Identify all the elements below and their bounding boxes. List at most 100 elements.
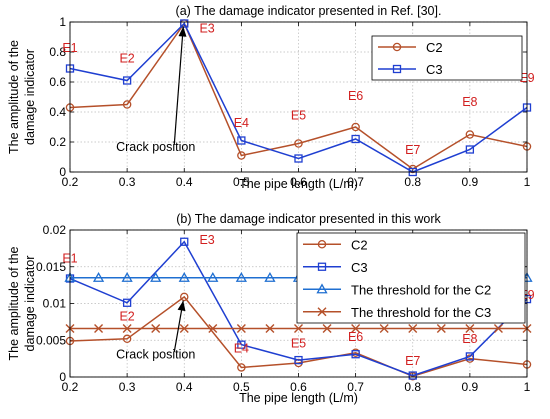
series-the-threshold-for-the-c3 [65, 323, 532, 333]
x-tick-label: 0.7 [347, 380, 364, 394]
legend-entry: C3 [378, 62, 443, 77]
marker-x-stroke [322, 323, 332, 333]
marker-triangle [150, 271, 162, 282]
marker-circle [237, 363, 246, 372]
x-tick-label: 0.2 [62, 175, 79, 189]
x-tick-label: 0.6 [290, 175, 307, 189]
marker-square [351, 350, 360, 359]
marker-x-stroke [94, 323, 104, 333]
legend-label: C3 [351, 260, 368, 275]
y-tick-label: 0.4 [49, 105, 66, 119]
marker-circle [237, 151, 246, 160]
legend-label: C2 [426, 40, 443, 55]
point-label: E6 [348, 330, 363, 344]
legend-box [371, 35, 523, 81]
x-tick-label: 0.6 [290, 380, 307, 394]
legend-label: C3 [426, 62, 443, 77]
marker-triangle [121, 271, 133, 282]
legend-entry: The threshold for the C2 [303, 282, 491, 297]
marker-x [465, 323, 475, 333]
y-tick-label: 0 [59, 370, 66, 384]
marker-x-stroke [151, 323, 161, 333]
annotation-arrow [173, 26, 184, 146]
chart-title: (b) The damage indicator presented in th… [176, 212, 441, 226]
x-tick-label: 1 [524, 175, 531, 189]
marker-x-stroke [436, 323, 446, 333]
y-tick-label: 0.6 [49, 75, 66, 89]
point-label: E7 [405, 354, 420, 368]
x-tick-label: 0.5 [233, 175, 250, 189]
marker-x [208, 323, 218, 333]
marker-x-stroke [179, 323, 189, 333]
series-line [69, 22, 528, 173]
point-label: E2 [119, 52, 134, 66]
marker-circle [294, 139, 303, 148]
marker-x [94, 323, 104, 333]
annotation-label: Crack position [116, 140, 195, 154]
legend-label: The threshold for the C3 [351, 305, 491, 320]
annotation-arrowhead [178, 26, 187, 37]
marker-x [379, 323, 389, 333]
x-tick-label: 0.8 [404, 380, 421, 394]
point-label: E4 [234, 342, 249, 356]
marker-x [294, 323, 303, 333]
marker-triangle [92, 271, 105, 282]
x-tick-label: 0.4 [176, 175, 193, 189]
marker-x [265, 323, 275, 333]
chart-panel-b: (b) The damage indicator presented in th… [7, 212, 535, 405]
x-tick-label: 0.8 [404, 175, 421, 189]
x-tick-label: 1 [524, 380, 531, 394]
marker-square [317, 262, 327, 271]
y-axis-label-line2: damage indicator [23, 256, 37, 352]
x-tick-label: 0.9 [462, 175, 479, 189]
legend-entry: The threshold for the C3 [303, 305, 491, 320]
marker-x [351, 323, 361, 333]
y-tick-label: 0.8 [49, 45, 66, 59]
point-label: E5 [291, 337, 306, 351]
marker-square [180, 19, 189, 28]
y-tick-label: 0.02 [43, 223, 67, 237]
axes-frame [69, 229, 528, 378]
marker-x [436, 323, 446, 333]
legend: C2 C3 The threshold for the C2 The threshol… [296, 232, 526, 324]
legend-box [296, 232, 526, 324]
x-tick-label: 0.2 [62, 380, 79, 394]
marker-triangle [178, 271, 190, 282]
legend-label: C2 [351, 237, 368, 252]
series-c2 [65, 19, 532, 174]
marker-square [237, 340, 246, 349]
point-label: E3 [199, 22, 214, 36]
x-tick-label: 0.7 [347, 175, 364, 189]
y-tick-label: 0.2 [49, 135, 66, 149]
marker-x-stroke [465, 323, 475, 333]
x-axis-label: The pipe length (L/m) [239, 391, 358, 405]
marker-x-stroke [317, 307, 327, 317]
x-tick-label: 0.4 [176, 380, 193, 394]
chart-title: (a) The damage indicator presented in Re… [176, 4, 442, 18]
marker-x [322, 323, 332, 333]
marker-square [351, 134, 360, 144]
point-label: E8 [462, 95, 477, 109]
y-tick-label: 0.01 [43, 297, 67, 311]
marker-x-stroke [122, 323, 132, 333]
marker-square [465, 352, 475, 361]
x-tick-label: 0.5 [233, 380, 250, 394]
marker-circle [122, 334, 132, 344]
marker-square [294, 154, 303, 163]
marker-triangle [316, 283, 328, 294]
marker-x [122, 323, 132, 333]
annotation-label: Crack position [116, 348, 195, 362]
point-label: E7 [405, 143, 420, 157]
marker-circle [465, 130, 475, 139]
marker-circle [317, 239, 327, 249]
point-label: E3 [199, 233, 214, 247]
legend-entry: C3 [303, 260, 368, 275]
marker-x [236, 323, 246, 333]
marker-x-stroke [408, 323, 418, 333]
marker-x [408, 323, 418, 333]
marker-square [237, 136, 246, 145]
y-tick-label: 0 [59, 165, 66, 179]
marker-x-stroke [493, 323, 503, 333]
